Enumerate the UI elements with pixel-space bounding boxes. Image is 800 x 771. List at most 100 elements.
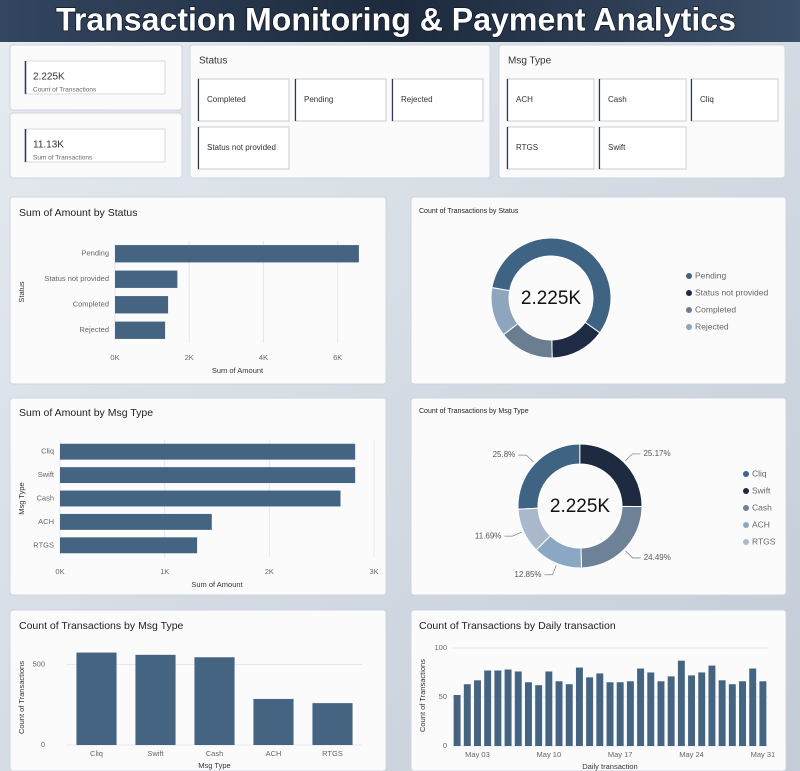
bar	[474, 680, 481, 746]
bar	[194, 657, 235, 745]
legend-label: Cliq	[752, 468, 767, 478]
donut-slice	[490, 287, 519, 336]
bar	[749, 668, 757, 746]
chart-title: Sum of Amount by Msg Type	[19, 407, 153, 419]
bar	[616, 682, 624, 746]
legend-label: RTGS	[752, 536, 776, 546]
bar	[115, 296, 169, 314]
slicer-button[interactable]	[690, 78, 779, 122]
chart-title: Count of Transactions by Daily transacti…	[419, 620, 616, 632]
bar	[504, 669, 512, 746]
y-axis-label: Count of Transactions	[418, 659, 427, 732]
slicer-button[interactable]	[506, 78, 595, 122]
slicer-option[interactable]: Status not provided	[207, 143, 276, 152]
page-title: Transaction Monitoring & Payment Analyti…	[56, 1, 736, 37]
card-box	[24, 128, 166, 163]
slicer-button[interactable]	[294, 78, 387, 122]
legend-label: Pending	[695, 270, 726, 280]
bar	[657, 681, 665, 746]
slicer-option[interactable]: Cash	[608, 95, 627, 104]
legend-swatch	[743, 522, 749, 528]
bar	[637, 668, 645, 746]
y-tick-label: 0	[41, 740, 45, 749]
bar	[60, 443, 356, 460]
bar	[524, 682, 532, 746]
bar	[60, 513, 212, 530]
bar	[60, 467, 356, 484]
slicer-title: Status	[199, 56, 227, 67]
bar	[698, 672, 706, 746]
x-tick-label: ACH	[266, 749, 282, 758]
bar	[708, 665, 716, 746]
y-tick-label: 50	[439, 692, 447, 701]
legend-label: Cash	[752, 502, 772, 512]
x-tick-label: Cash	[206, 749, 224, 758]
legend-swatch	[686, 273, 692, 279]
bar	[759, 681, 767, 746]
donut-slice	[491, 237, 612, 334]
slicer-option[interactable]: ACH	[516, 95, 533, 104]
x-tick-label: May 24	[679, 750, 704, 759]
slicer-option[interactable]: Completed	[207, 95, 246, 104]
donut-slice	[517, 507, 552, 551]
data-label: 11.69%	[475, 531, 502, 540]
bar	[135, 654, 176, 745]
bar	[76, 652, 117, 745]
slicer-button[interactable]	[391, 78, 484, 122]
bar	[606, 682, 614, 746]
x-tick-label: RTGS	[322, 749, 343, 758]
x-tick-label: May 10	[537, 750, 562, 759]
x-axis-label: Daily transaction	[582, 762, 637, 771]
card-value: 11.13K	[33, 140, 64, 151]
x-tick-label: May 17	[608, 750, 633, 759]
bar	[586, 677, 594, 746]
bar	[565, 684, 573, 746]
leader-line	[518, 454, 534, 463]
x-tick-label: 2K	[265, 567, 274, 576]
slicer-button[interactable]	[598, 78, 687, 122]
bar	[494, 670, 502, 746]
y-tick-label: RTGS	[33, 540, 54, 549]
chart-title: Count of Transactions by Msg Type	[19, 620, 184, 632]
card-box	[24, 60, 166, 95]
y-axis-label: Count of Transactions	[17, 661, 26, 734]
y-tick-label: Pending	[81, 249, 109, 258]
bar	[647, 672, 655, 746]
x-tick-label: 0K	[110, 353, 119, 362]
y-tick-label: Cliq	[41, 447, 54, 456]
slicer-option[interactable]: RTGS	[516, 143, 538, 152]
bar	[718, 680, 726, 746]
y-tick-label: Rejected	[79, 325, 109, 334]
bar	[60, 537, 198, 554]
data-label: 25.8%	[493, 450, 516, 459]
leader-line	[625, 453, 641, 462]
slicer-option[interactable]: Pending	[304, 95, 333, 104]
legend-label: ACH	[752, 519, 770, 529]
x-tick-label: 6K	[333, 353, 342, 362]
slicer-option[interactable]: Swift	[608, 143, 626, 152]
bar	[463, 684, 471, 746]
leader-line	[504, 531, 522, 537]
bar	[312, 703, 353, 745]
leader-line	[544, 565, 557, 576]
slicer-button[interactable]	[506, 126, 595, 170]
y-tick-label: 500	[32, 659, 45, 668]
legend-label: Status not provided	[695, 287, 769, 297]
leader-line	[625, 550, 641, 559]
y-tick-label: Cash	[36, 493, 54, 502]
bar	[484, 670, 492, 746]
legend-swatch	[686, 290, 692, 296]
donut-center-label: 2.225K	[550, 496, 611, 517]
y-axis-label: Msg Type	[17, 482, 26, 514]
slicer-option[interactable]: Rejected	[401, 95, 433, 104]
y-tick-label: 100	[434, 643, 447, 652]
bar	[115, 270, 178, 288]
slicer-option[interactable]: Cliq	[700, 95, 714, 104]
y-tick-label: Completed	[73, 300, 109, 309]
x-axis-label: Sum of Amount	[191, 580, 243, 589]
x-tick-label: Cliq	[90, 749, 103, 758]
legend-label: Swift	[752, 485, 771, 495]
bar	[688, 675, 696, 746]
x-tick-label: 0K	[55, 567, 64, 576]
